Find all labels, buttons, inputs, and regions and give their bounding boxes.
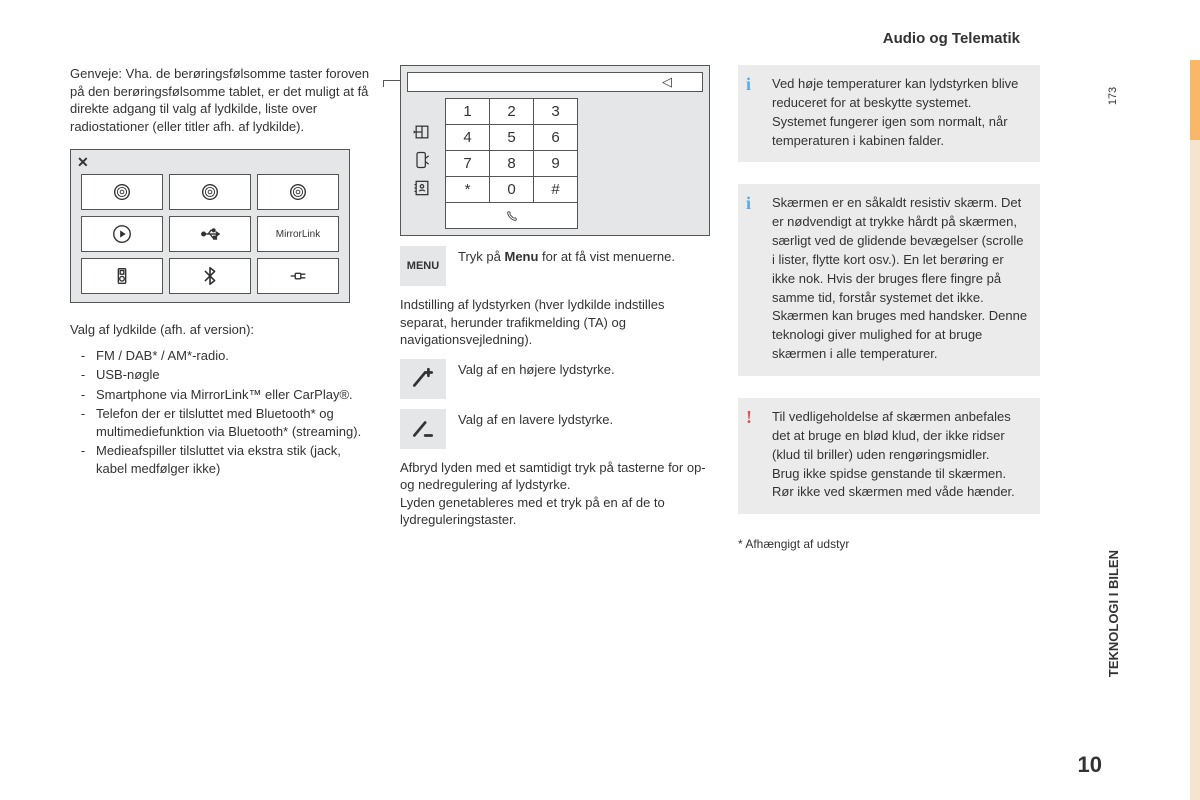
list-item: FM / DAB* / AM*-radio. bbox=[96, 347, 372, 365]
intro-text: Genveje: Vha. de berøringsfølsomme taste… bbox=[70, 65, 372, 135]
key-7[interactable]: 7 bbox=[446, 151, 490, 177]
backspace-icon[interactable]: ◁ bbox=[662, 74, 672, 90]
source-btn-usb[interactable] bbox=[169, 216, 251, 252]
page-title: Audio og Telematik bbox=[70, 30, 1040, 47]
callout-line bbox=[383, 80, 401, 81]
list-item: Smartphone via MirrorLink™ eller CarPlay… bbox=[96, 386, 372, 404]
list-item: USB-nøgle bbox=[96, 366, 372, 384]
key-8[interactable]: 8 bbox=[490, 151, 534, 177]
keypad: 1 2 3 4 5 6 7 8 9 * 0 # bbox=[445, 98, 578, 229]
info-box-screen: i Skærmen er en såkaldt resistiv skærm. … bbox=[738, 184, 1040, 376]
warning-box-maintenance: ! Til vedligeholdelse af skærmen anbefal… bbox=[738, 398, 1040, 514]
source-btn-disc-3[interactable] bbox=[257, 174, 339, 210]
side-tab-background bbox=[1190, 140, 1200, 800]
info-box-temperature: i Ved høje temperaturer kan lydstyrken b… bbox=[738, 65, 1040, 162]
source-list: -FM / DAB* / AM*-radio. -USB-nøgle -Smar… bbox=[70, 347, 372, 478]
source-btn-disc-2[interactable] bbox=[169, 174, 251, 210]
info-icon: i bbox=[746, 190, 751, 216]
column-middle: ◁ 1 2 3 4 5 6 7 8 bbox=[400, 65, 710, 560]
key-call[interactable] bbox=[446, 203, 578, 229]
section-label: TEKNOLOGI I BILEN bbox=[1106, 550, 1121, 677]
key-0[interactable]: 0 bbox=[490, 177, 534, 203]
contacts-icon[interactable] bbox=[407, 176, 437, 200]
voicemail-icon[interactable] bbox=[407, 120, 437, 144]
menu-text: Tryk på Menu for at få vist menuerne. bbox=[458, 246, 710, 266]
close-icon[interactable]: ✕ bbox=[77, 154, 89, 171]
key-star[interactable]: * bbox=[446, 177, 490, 203]
mute-text: Afbryd lyden med et samtidigt tryk på ta… bbox=[400, 459, 710, 529]
chapter-number: 10 bbox=[1078, 752, 1102, 778]
key-hash[interactable]: # bbox=[534, 177, 578, 203]
key-4[interactable]: 4 bbox=[446, 125, 490, 151]
column-left: Genveje: Vha. de berøringsfølsomme taste… bbox=[70, 65, 372, 560]
key-6[interactable]: 6 bbox=[534, 125, 578, 151]
source-btn-play[interactable] bbox=[81, 216, 163, 252]
source-btn-bluetooth[interactable] bbox=[169, 258, 251, 294]
dialpad-display: ◁ bbox=[407, 72, 703, 92]
key-2[interactable]: 2 bbox=[490, 99, 534, 125]
key-5[interactable]: 5 bbox=[490, 125, 534, 151]
page-number: 173 bbox=[1107, 87, 1119, 105]
list-item: Telefon der er tilsluttet med Bluetooth*… bbox=[96, 405, 372, 440]
source-select-panel: ✕ MirrorLink bbox=[70, 149, 350, 303]
dialpad-panel: ◁ 1 2 3 4 5 6 7 8 bbox=[400, 65, 710, 236]
page: Audio og Telematik 173 TEKNOLOGI I BILEN… bbox=[0, 0, 1100, 800]
source-btn-ipod[interactable] bbox=[81, 258, 163, 294]
key-3[interactable]: 3 bbox=[534, 99, 578, 125]
volume-up-button[interactable] bbox=[400, 359, 446, 399]
end-call-icon[interactable] bbox=[407, 148, 437, 172]
info-icon: i bbox=[746, 71, 751, 97]
key-1[interactable]: 1 bbox=[446, 99, 490, 125]
volume-up-text: Valg af en højere lydstyrke. bbox=[458, 359, 710, 379]
list-item: Medieafspiller tilsluttet via ekstra sti… bbox=[96, 442, 372, 477]
volume-down-button[interactable] bbox=[400, 409, 446, 449]
source-btn-disc-1[interactable] bbox=[81, 174, 163, 210]
key-9[interactable]: 9 bbox=[534, 151, 578, 177]
volume-intro: Indstilling af lydstyrken (hver lydkilde… bbox=[400, 296, 710, 349]
column-right: i Ved høje temperaturer kan lydstyrken b… bbox=[738, 65, 1040, 560]
source-btn-aux[interactable] bbox=[257, 258, 339, 294]
source-list-title: Valg af lydkilde (afh. af version): bbox=[70, 321, 372, 339]
volume-down-text: Valg af en lavere lydstyrke. bbox=[458, 409, 710, 429]
warning-icon: ! bbox=[746, 404, 752, 430]
footnote: * Afhængigt af udstyr bbox=[738, 536, 1040, 552]
source-btn-mirrorlink[interactable]: MirrorLink bbox=[257, 216, 339, 252]
menu-button[interactable]: MENU bbox=[400, 246, 446, 286]
